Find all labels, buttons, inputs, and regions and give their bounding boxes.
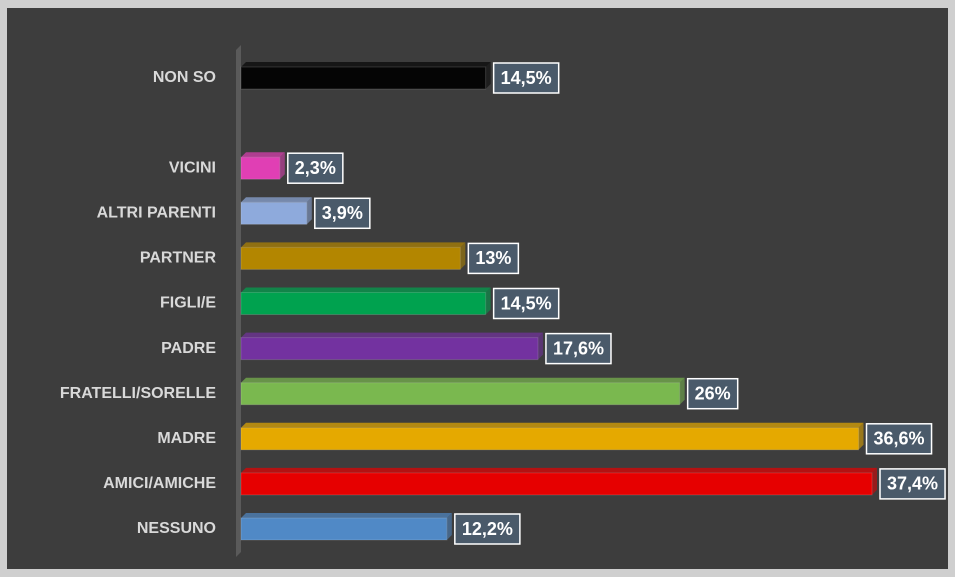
value-label-box xyxy=(492,287,560,320)
bar-top xyxy=(241,242,466,248)
bar-top xyxy=(241,197,312,203)
value-label-box xyxy=(314,197,371,230)
bar-top xyxy=(241,422,864,428)
bar-side xyxy=(485,62,491,89)
bar xyxy=(240,472,873,496)
value-label-box xyxy=(287,152,344,184)
category-label: PARTNER xyxy=(140,250,217,267)
bar-side xyxy=(460,242,466,270)
category-label: NESSUNO xyxy=(137,520,216,537)
bar xyxy=(240,292,487,315)
category-label: ALTRI PARENTI xyxy=(97,205,216,222)
value-label: 14,5% xyxy=(501,293,552,313)
category-label: PADRE xyxy=(161,340,216,357)
value-label: 36,6% xyxy=(874,429,925,449)
value-label: 37,4% xyxy=(887,474,938,494)
value-label-box xyxy=(865,423,933,455)
bar xyxy=(240,382,681,406)
bar xyxy=(240,66,487,90)
value-label-box xyxy=(879,468,946,500)
bar-top xyxy=(241,467,877,473)
bar-top xyxy=(241,287,491,293)
bar-side xyxy=(679,377,685,405)
bar-top xyxy=(241,152,285,158)
bar-side xyxy=(872,467,877,495)
bar xyxy=(240,427,860,451)
bar xyxy=(240,337,539,361)
bar-side xyxy=(485,287,491,315)
category-label: AMICI/AMICHE xyxy=(103,475,216,492)
bar xyxy=(240,246,461,270)
value-label: 14,5% xyxy=(501,68,552,88)
value-label-box xyxy=(545,332,612,365)
category-label: VICINI xyxy=(169,159,216,176)
value-label: 26% xyxy=(695,383,731,403)
bar-top xyxy=(241,332,543,338)
value-label: 13% xyxy=(475,248,511,268)
category-label: NON SO xyxy=(153,69,216,86)
value-label: 2,3% xyxy=(295,158,336,178)
category-label: MADRE xyxy=(157,430,216,447)
value-label-box xyxy=(686,377,739,410)
bar-side xyxy=(537,332,543,360)
bar xyxy=(240,201,308,225)
bar xyxy=(240,517,448,541)
value-label: 3,9% xyxy=(322,203,363,223)
category-label: FIGLI/E xyxy=(160,295,216,312)
bar-side xyxy=(858,422,864,450)
bar-side xyxy=(446,513,452,540)
bar-top xyxy=(241,513,452,518)
value-label-box xyxy=(467,242,520,275)
bar-top xyxy=(241,62,491,67)
value-label-box xyxy=(492,62,560,94)
category-label: FRATELLI/SORELLE xyxy=(60,385,216,402)
bar-top xyxy=(241,377,685,383)
bar-side xyxy=(279,152,285,180)
bar xyxy=(240,156,281,180)
axis-wall xyxy=(236,45,241,557)
value-label: 17,6% xyxy=(553,338,604,358)
value-label-box xyxy=(454,513,521,545)
bar-side xyxy=(306,197,312,225)
value-label: 12,2% xyxy=(462,519,513,539)
